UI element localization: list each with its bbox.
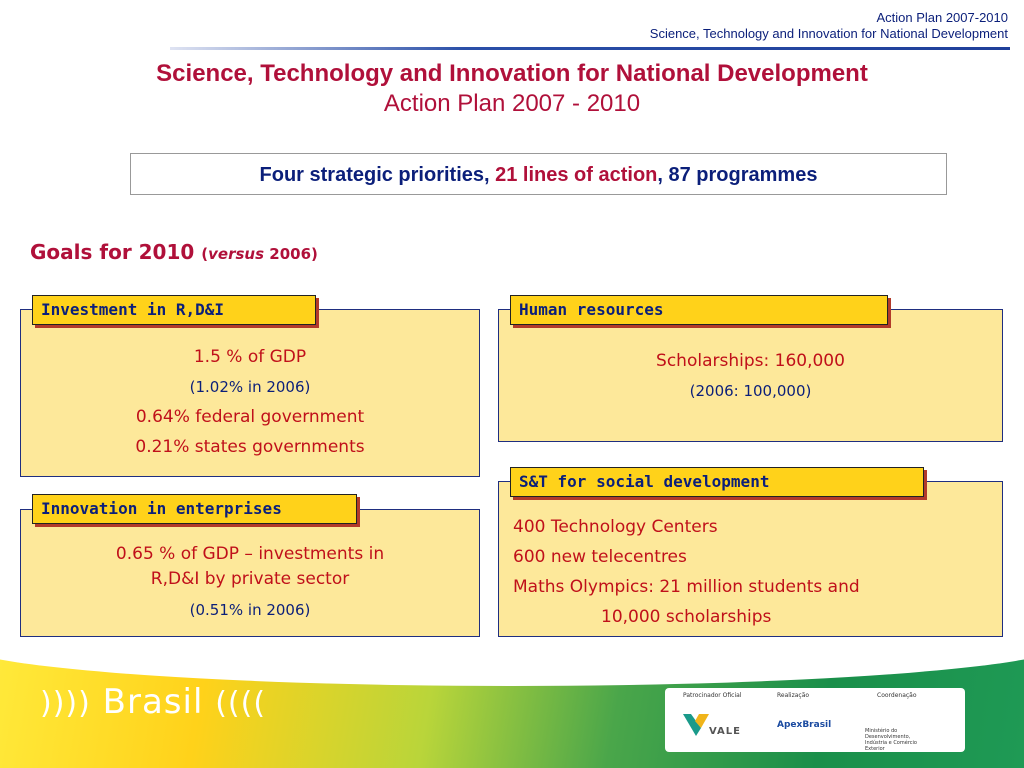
waves-right-icon: (((( (215, 686, 267, 721)
panel-social-development: 400 Technology Centers 600 new telecentr… (498, 481, 1003, 637)
investment-line-2: (1.02% in 2006) (189, 378, 311, 396)
social-line-1: 400 Technology Centers (513, 517, 718, 537)
apex-logo: ApexBrasil (777, 720, 832, 730)
page-subtitle: Action Plan 2007 - 2010 (383, 90, 641, 117)
priorities-text-2: 21 lines of action (495, 164, 658, 186)
tab-innovation: Innovation in enterprises (32, 494, 357, 524)
goals-versus: versus (208, 245, 265, 263)
realization-label: Realização (777, 692, 810, 699)
header-line-2: Science, Technology and Innovation for N… (649, 26, 1008, 41)
ministry-logo: Ministério do Desenvolvimento, Indústria… (865, 728, 917, 752)
innovation-line-3: (0.51% in 2006) (189, 601, 311, 619)
header-divider (170, 47, 1010, 50)
priorities-banner: Four strategic priorities, 21 lines of a… (130, 153, 947, 195)
goals-title: Goals for 2010 (30, 240, 202, 264)
vale-wordmark: VALE (709, 726, 742, 737)
header-line-1: Action Plan 2007-2010 (876, 10, 1008, 25)
goals-heading: Goals for 2010 (versus 2006) (30, 240, 318, 264)
social-line-3: Maths Olympics: 21 million students and (513, 577, 860, 597)
goals-year: 2006) (264, 245, 318, 263)
tab-human-resources: Human resources (510, 295, 888, 325)
social-line-4: 10,000 scholarships (601, 607, 772, 627)
sponsor-panel: Patrocinador Oficial Realização Coordena… (665, 688, 965, 752)
goals-paren: ( (201, 245, 209, 263)
vale-logo-icon (683, 714, 709, 736)
social-line-2: 600 new telecentres (513, 547, 687, 567)
coordination-label: Coordenação (877, 692, 917, 699)
innovation-line-2: R,D&I by private sector (150, 569, 350, 589)
panel-investment: 1.5 % of GDP (1.02% in 2006) 0.64% feder… (20, 309, 480, 477)
header-caption: Action Plan 2007-2010 Science, Technolog… (650, 10, 1008, 42)
priorities-text-3: , 87 programmes (657, 164, 818, 186)
investment-line-1: 1.5 % of GDP (193, 347, 307, 367)
innovation-line-1: 0.65 % of GDP – investments in (115, 544, 385, 564)
panel-innovation: 0.65 % of GDP – investments in R,D&I by … (20, 509, 480, 637)
panel-human-resources: Scholarships: 160,000 (2006: 100,000) (498, 309, 1003, 442)
priorities-text-1: Four strategic priorities, (259, 164, 496, 186)
investment-line-4: 0.21% states governments (135, 437, 365, 457)
waves-left-icon: )))) (40, 686, 91, 721)
brasil-brand: Brasil (102, 682, 204, 722)
human-line-1: Scholarships: 160,000 (656, 351, 845, 371)
sponsor-label: Patrocinador Oficial (683, 692, 742, 699)
tab-social-development: S&T for social development (510, 467, 924, 497)
page-title: Science, Technology and Innovation for N… (156, 60, 868, 87)
tab-investment: Investment in R,D&I (32, 295, 316, 325)
investment-line-3: 0.64% federal government (135, 407, 365, 427)
human-line-2: (2006: 100,000) (689, 382, 812, 400)
brasil-logo: )))) Brasil (((( (40, 682, 266, 722)
goals-comparison: (versus 2006) (201, 245, 318, 263)
